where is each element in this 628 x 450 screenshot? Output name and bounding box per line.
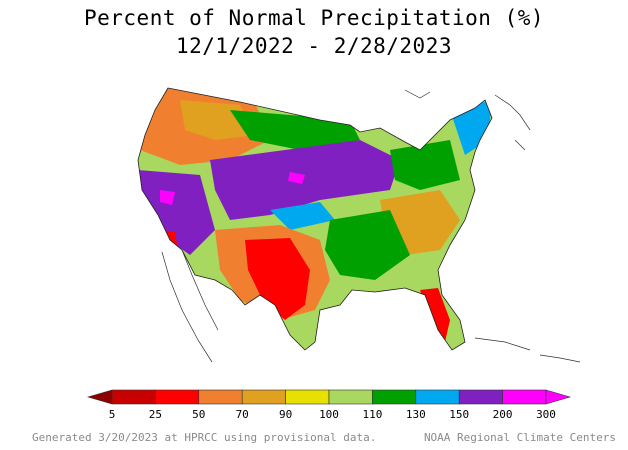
region-west-purple xyxy=(138,170,215,255)
legend-swatch xyxy=(285,389,330,405)
legend-label: 90 xyxy=(279,408,292,421)
region-plains-blue xyxy=(270,202,335,230)
region-great-lakes-green xyxy=(390,140,460,190)
mexico-coastline xyxy=(161,249,219,363)
map-subtitle: 12/1/2022 - 2/28/2023 xyxy=(175,34,452,58)
legend-swatch xyxy=(198,389,243,405)
footer-generated: Generated 3/20/2023 at HPRCC using provi… xyxy=(32,431,377,444)
legend-label: 150 xyxy=(449,408,469,421)
map-title: Percent of Normal Precipitation (%) xyxy=(83,6,544,30)
region-central-purple xyxy=(210,140,400,220)
precipitation-map xyxy=(137,87,581,363)
region-midsouth-green xyxy=(325,210,410,280)
legend-min-arrow xyxy=(86,389,113,405)
legend-label: 50 xyxy=(192,408,205,421)
region-central-magenta xyxy=(288,172,305,184)
legend-swatch xyxy=(328,389,373,405)
legend-label: 300 xyxy=(536,408,556,421)
caribbean-coastline xyxy=(474,337,581,363)
legend-swatch xyxy=(155,389,200,405)
color-legend: 5 25 50 70 90 100 110 130 150 200 300 xyxy=(86,389,572,421)
legend-swatch xyxy=(502,389,547,405)
legend-max-arrow xyxy=(545,389,572,405)
region-west-magenta xyxy=(160,190,175,205)
canada-coastline xyxy=(404,89,531,151)
footer-credit: NOAA Regional Climate Centers xyxy=(423,431,616,444)
region-northwest-tan xyxy=(180,100,255,140)
region-texas-red xyxy=(245,238,310,320)
legend-label: 110 xyxy=(362,408,382,421)
legend-label: 70 xyxy=(236,408,249,421)
legend-swatch xyxy=(111,389,156,405)
legend-label: 25 xyxy=(149,408,162,421)
region-florida-red xyxy=(420,288,450,342)
legend-label: 100 xyxy=(319,408,339,421)
legend-label: 200 xyxy=(493,408,513,421)
legend-swatch xyxy=(458,389,503,405)
legend-swatch xyxy=(241,389,286,405)
legend-swatch xyxy=(372,389,417,405)
legend-label: 130 xyxy=(406,408,426,421)
us-outline xyxy=(137,87,493,351)
legend-swatch xyxy=(415,389,460,405)
legend-label: 5 xyxy=(109,408,116,421)
